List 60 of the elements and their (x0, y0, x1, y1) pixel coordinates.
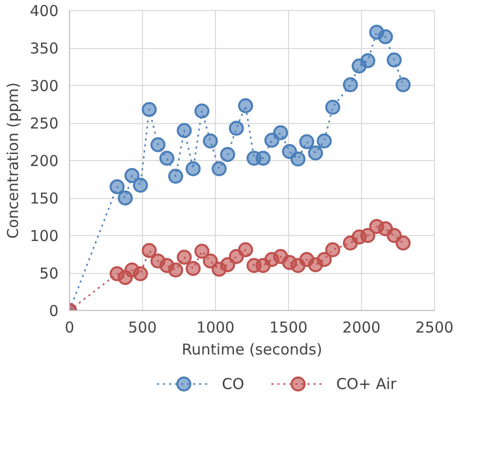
y-tick-label: 250 (30, 114, 59, 132)
y-tick-label: 100 (30, 227, 59, 245)
y-tick-label: 200 (30, 152, 59, 170)
point (168, 168, 184, 184)
point (238, 242, 254, 258)
point (202, 134, 218, 148)
point (202, 254, 218, 268)
point (124, 168, 140, 183)
point (378, 29, 393, 44)
point (220, 257, 236, 272)
point (308, 146, 324, 160)
point (316, 134, 332, 148)
point (176, 123, 192, 138)
point (299, 134, 314, 150)
y-tick-label: 350 (30, 40, 59, 58)
point (360, 228, 376, 243)
point (220, 147, 236, 162)
x-tick-label: 1000 (196, 318, 235, 336)
point (325, 100, 340, 115)
point (168, 262, 184, 278)
x-tick-label: 2500 (415, 318, 454, 336)
point (132, 266, 148, 282)
point (360, 53, 376, 68)
y-axis-title: Concentration (ppm) (4, 82, 22, 239)
x-tick-label: 0 (64, 318, 74, 336)
point (273, 125, 288, 140)
point (396, 236, 411, 250)
x-axis-title: Runtime (seconds) (182, 340, 322, 358)
point (176, 250, 192, 265)
point (118, 190, 133, 206)
y-tick-label: 400 (30, 2, 59, 20)
point (228, 120, 244, 136)
point (186, 261, 201, 276)
point (159, 150, 174, 166)
point (256, 150, 271, 166)
x-tick-label: 2000 (342, 318, 381, 336)
y-tick-label: 50 (39, 264, 59, 282)
point (142, 243, 157, 258)
point (396, 77, 411, 92)
y-tick-label: 150 (30, 190, 59, 208)
point (290, 152, 306, 166)
point (386, 52, 402, 68)
point (238, 98, 254, 114)
x-tick-label: 500 (128, 318, 157, 336)
point (142, 102, 157, 117)
point (212, 161, 227, 176)
point (194, 244, 210, 259)
point (342, 77, 358, 92)
legend-label: CO (222, 375, 244, 393)
point (194, 104, 210, 118)
legend-label: CO+ Air (336, 375, 398, 393)
point (150, 137, 166, 152)
point (132, 178, 148, 193)
y-tick-label: 0 (48, 302, 59, 320)
point (110, 179, 125, 194)
point (325, 242, 340, 258)
y-tick-label: 300 (30, 77, 59, 95)
point (316, 252, 332, 267)
x-tick-label: 1500 (269, 318, 308, 336)
point (186, 161, 201, 176)
